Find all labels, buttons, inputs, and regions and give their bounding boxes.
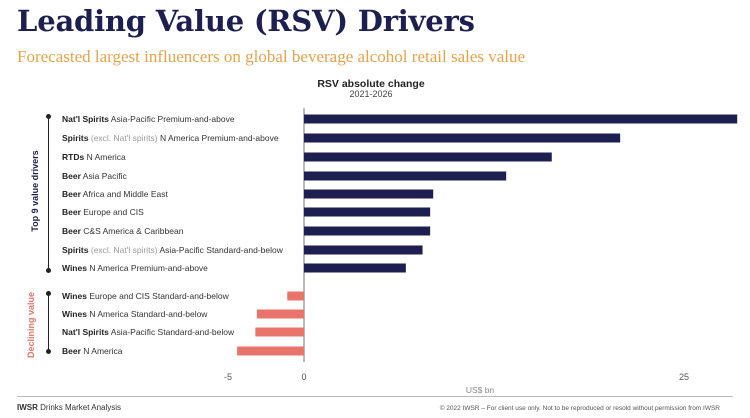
category-label-bold: RTDs xyxy=(62,152,84,162)
bar xyxy=(304,207,431,217)
bar xyxy=(304,114,738,124)
chart-subtitle: 2021-2026 xyxy=(349,89,393,99)
footer-divider xyxy=(17,396,733,397)
bar xyxy=(304,189,434,199)
category-label-bold: Nat'l Spirits xyxy=(62,327,109,337)
declining-group-bracket-dot-end xyxy=(46,349,51,354)
category-label: Spirits (excl. Nat'l spirits) Asia-Pacif… xyxy=(62,245,284,255)
category-label: RTDs N America xyxy=(62,152,126,162)
category-label: Wines Europe and CIS Standard-and-below xyxy=(62,291,230,301)
category-label: Nat'l Spirits Asia-Pacific Premium-and-a… xyxy=(62,114,235,124)
category-label: Beer Europe and CIS xyxy=(62,207,144,217)
category-label: Wines N America Premium-and-above xyxy=(62,263,208,273)
bar xyxy=(237,346,304,356)
category-label-detail: Europe and CIS Standard-and-below xyxy=(87,291,230,301)
category-label: Spirits (excl. Nat'l spirits) N America … xyxy=(62,133,279,143)
category-label: Nat'l Spirits Asia-Pacific Standard-and-… xyxy=(62,327,235,337)
category-label: Beer C&S America & Caribbean xyxy=(62,226,184,236)
x-tick-label: -5 xyxy=(224,372,232,382)
top-group-bracket-line xyxy=(48,116,49,270)
category-label-detail: N America Premium-and-above xyxy=(158,133,279,143)
category-label-note: (excl. Nat'l spirits) xyxy=(88,245,157,255)
declining-group-bracket-dot-start xyxy=(46,291,51,296)
category-label-bold: Beer xyxy=(62,171,82,181)
page-subtitle: Forecasted largest influencers on global… xyxy=(17,47,526,66)
chart-title: RSV absolute change xyxy=(317,78,425,90)
x-tick-label: 0 xyxy=(301,372,306,382)
footer-product: Drinks Market Analysis xyxy=(40,403,122,412)
bar xyxy=(304,226,431,236)
category-label: Beer Asia Pacific xyxy=(62,171,127,181)
bar xyxy=(304,171,507,181)
top-group-bracket-dot-start xyxy=(46,114,51,119)
bar xyxy=(287,291,304,301)
category-label-note: (excl. Nat'l spirits) xyxy=(88,133,157,143)
declining-group-bracket-line xyxy=(48,293,49,351)
category-label-detail: Europe and CIS xyxy=(81,207,144,217)
category-label-bold: Nat'l Spirits xyxy=(62,114,109,124)
category-label-bold: Wines xyxy=(62,309,87,319)
category-label: Beer Africa and Middle East xyxy=(62,189,168,199)
bar xyxy=(304,245,423,255)
bar xyxy=(304,133,621,143)
category-label-detail: Asia-Pacific Standard-and-below xyxy=(109,327,235,337)
category-label-detail: N America xyxy=(81,346,123,356)
category-label: Beer N America xyxy=(62,346,123,356)
category-label-bold: Beer xyxy=(62,226,82,236)
page-title: Leading Value (RSV) Drivers xyxy=(17,4,475,38)
category-label-bold: Beer xyxy=(62,346,82,356)
category-label-bold: Spirits xyxy=(62,133,89,143)
bar xyxy=(304,263,406,273)
category-label-bold: Spirits xyxy=(62,245,89,255)
bar xyxy=(256,309,304,319)
category-label-bold: Wines xyxy=(62,291,87,301)
bar xyxy=(255,327,304,337)
bar xyxy=(304,152,552,162)
category-label-detail: Asia Pacific xyxy=(81,171,128,181)
category-label-detail: Africa and Middle East xyxy=(81,189,169,199)
top-group-bracket-dot-end xyxy=(46,268,51,273)
category-label-detail: N America Premium-and-above xyxy=(87,263,208,273)
footer-source: IWSR Drinks Market Analysis xyxy=(17,403,121,412)
category-label-detail: Asia-Pacific Premium-and-above xyxy=(109,114,235,124)
footer-copyright: © 2022 IWSR – For client use only. Not t… xyxy=(439,405,720,412)
category-label-detail: Asia-Pacific Standard-and-below xyxy=(158,245,284,255)
category-label-detail: N America Standard-and-below xyxy=(87,309,208,319)
x-tick-label: 25 xyxy=(679,372,689,382)
category-label-bold: Beer xyxy=(62,189,82,199)
x-axis-label: US$ bn xyxy=(466,385,495,395)
category-label-bold: Beer xyxy=(62,207,82,217)
category-label-bold: Wines xyxy=(62,263,87,273)
footer-brand: IWSR xyxy=(17,403,38,412)
category-label-detail: N America xyxy=(84,152,126,162)
category-label-detail: C&S America & Caribbean xyxy=(81,226,184,236)
category-label: Wines N America Standard-and-below xyxy=(62,309,208,319)
